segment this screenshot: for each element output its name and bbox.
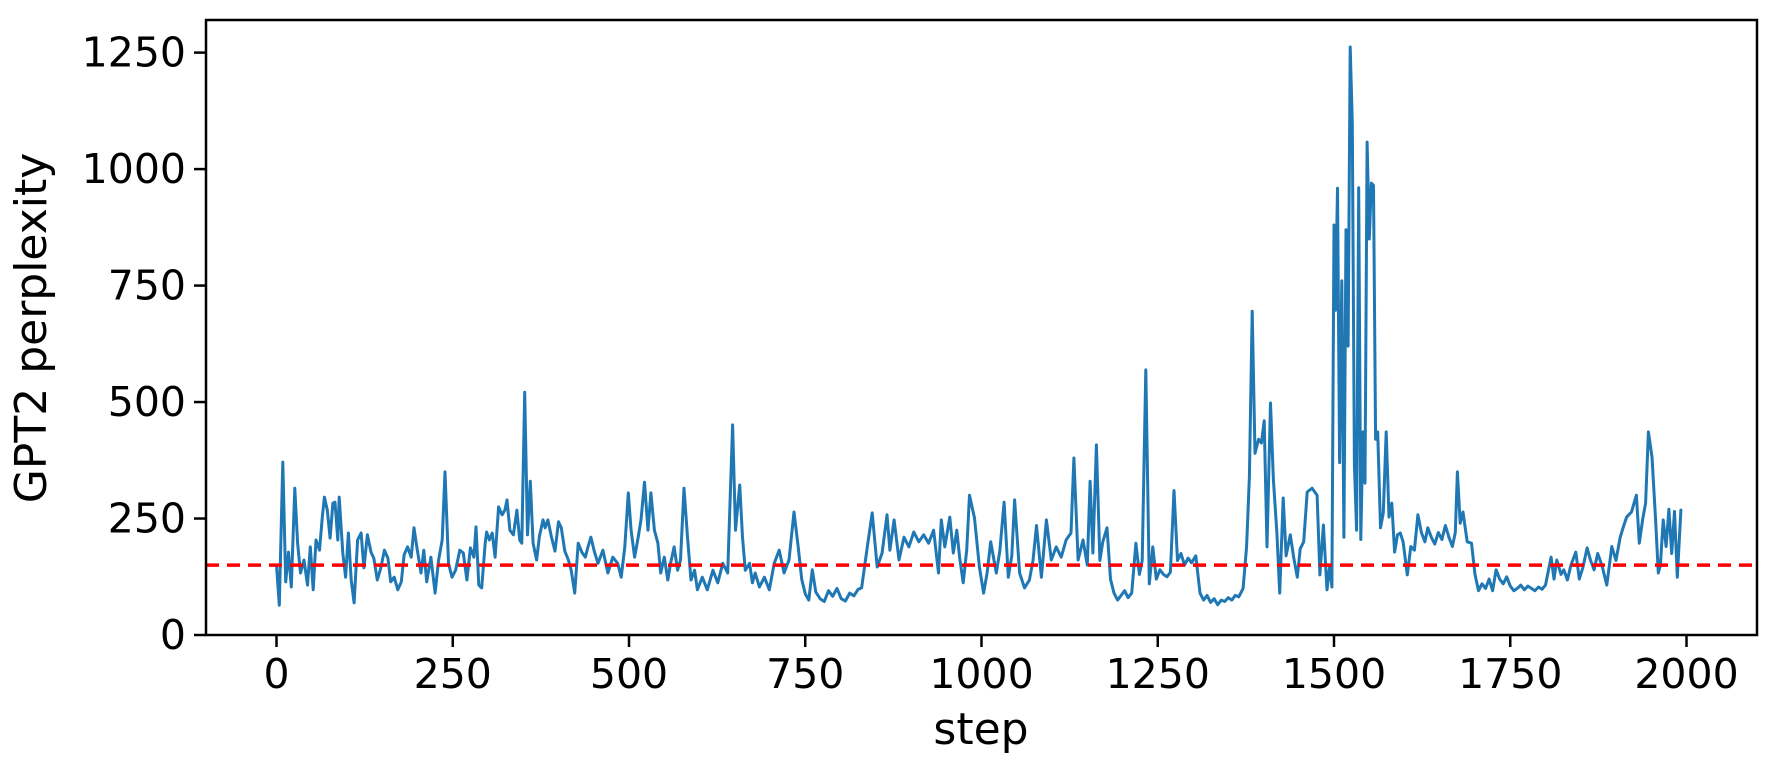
x-tick-label: 1000 [929, 650, 1033, 698]
y-tick-label: 750 [108, 262, 186, 310]
y-tick-label: 1000 [82, 145, 186, 193]
y-tick-label: 500 [108, 378, 186, 426]
x-axis-label: step [933, 704, 1028, 755]
x-tick-label: 250 [414, 650, 492, 698]
axes-spines [204, 18, 1759, 637]
plot-area: 0 250 500 750 1000 1250 1500 1750 2000 0 250 500 750… [82, 18, 1759, 698]
y-axis-label: GPT2 perplexity [6, 153, 57, 504]
x-tick-label: 1500 [1282, 650, 1386, 698]
x-tick-label: 2000 [1634, 650, 1738, 698]
x-tick-label: 1250 [1106, 650, 1210, 698]
y-tick-label: 0 [160, 611, 186, 659]
x-tick-label: 500 [590, 650, 668, 698]
y-tick-label: 250 [108, 495, 186, 543]
x-tick-label: 1750 [1458, 650, 1562, 698]
x-tick-label: 0 [263, 650, 289, 698]
y-tick-label: 1250 [82, 29, 186, 77]
x-tick-label: 750 [766, 650, 844, 698]
series-line [275, 45, 1683, 607]
